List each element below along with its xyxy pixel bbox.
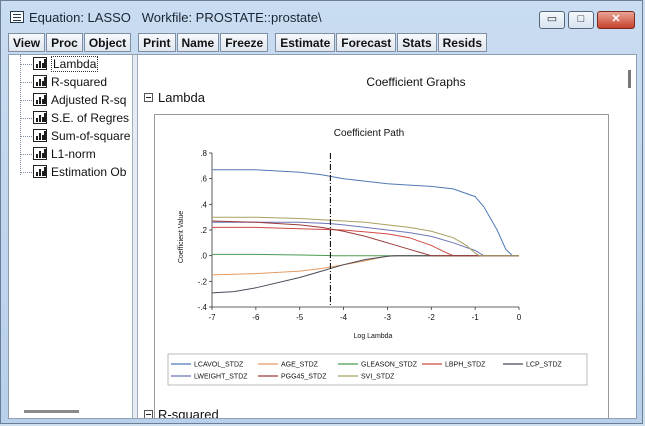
proc-button[interactable]: Proc	[46, 33, 83, 52]
minimize-button[interactable]: ▭	[539, 11, 565, 29]
toolbar-group-object: View Proc Object	[8, 33, 132, 53]
y-axis-label: Coefficient Value	[178, 211, 185, 263]
tree-item-label: Adjusted R-sq	[51, 93, 127, 107]
y-tick-label: .6	[200, 175, 207, 184]
graph-icon	[33, 111, 47, 124]
print-button[interactable]: Print	[138, 33, 176, 52]
plot-area: -7 -6 -5 -4 -3 -2 -1 0 .8 .6 .4 .2 .0 -.2 -.4	[198, 149, 522, 322]
series-line-lbph_stdz	[212, 226, 519, 257]
tree-item-label: Estimation Ob	[51, 165, 127, 179]
legend-label: LCAVOL_STDZ	[194, 362, 244, 369]
window-menu-icon[interactable]	[10, 11, 24, 23]
legend-label: PGG45_STDZ	[281, 374, 327, 381]
view-button[interactable]: View	[8, 33, 46, 52]
y-tick-label: .0	[200, 252, 207, 261]
x-tick-label: 0	[517, 313, 522, 322]
legend-label: LWEIGHT_STDZ	[194, 374, 248, 381]
view-heading: Coefficient Graphs	[366, 75, 466, 89]
y-tick-label: -.2	[198, 277, 208, 286]
series-line-lweight_stdz	[212, 221, 519, 257]
tree-item-label: S.E. of Regres	[51, 111, 130, 125]
y-tick-label: .8	[200, 149, 207, 158]
legend-box	[167, 353, 588, 386]
series-line-lcavol_stdz	[212, 169, 519, 257]
series-line-gleason_stdz	[212, 253, 519, 257]
pane-splitter[interactable]	[132, 55, 138, 418]
collapse-lambda-icon[interactable]	[144, 93, 153, 102]
content-area: Lambda R-squared Adjusted R-sq S.E. of R…	[8, 54, 637, 419]
y-tick-label: .4	[200, 200, 207, 209]
chart-svg: Coefficient Path Coefficient Value Log L…	[167, 128, 588, 386]
series-line-svi_stdz	[212, 216, 519, 257]
section-label-r-squared: R-squared	[158, 407, 219, 418]
legend-label: GLEASON_STDZ	[361, 362, 418, 369]
collapse-r-squared-icon[interactable]	[144, 410, 153, 418]
x-tick-label: -7	[208, 313, 216, 322]
name-button[interactable]: Name	[176, 33, 220, 52]
legend-label: SVI_STDZ	[361, 374, 395, 381]
legend: LCAVOL_STDZ AGE_STDZ GLEASON_STDZ LBPH_STDZ…	[171, 362, 563, 381]
close-button[interactable]: ✕	[597, 11, 635, 29]
chart-title: Coefficient Path	[334, 128, 404, 139]
stats-button[interactable]: Stats	[397, 33, 437, 52]
tree-item-label: L1-norm	[51, 147, 96, 161]
title-bar[interactable]: Equation: LASSO Workfile: PROSTATE::pros…	[1, 1, 642, 33]
legend-label: LBPH_STDZ	[445, 362, 486, 369]
tree-item-label: Lambda	[51, 56, 99, 72]
window-title: Equation: LASSO Workfile: PROSTATE::pros…	[29, 10, 322, 25]
series-line-lcp_stdz	[211, 255, 519, 294]
y-tick-label: -.4	[198, 303, 208, 312]
graph-icon	[33, 147, 47, 160]
series-line-age_stdz	[211, 255, 519, 276]
coefficient-path-chart: Coefficient Path Coefficient Value Log L…	[154, 114, 609, 418]
freeze-button[interactable]: Freeze	[220, 33, 269, 52]
tree-pane: Lambda R-squared Adjusted R-sq S.E. of R…	[9, 55, 132, 418]
x-tick-label: -6	[252, 313, 260, 322]
toolbar: View Proc Object Print Name Freeze Estim…	[8, 33, 494, 53]
resids-button[interactable]: Resids	[437, 33, 487, 52]
x-tick-label: -5	[296, 313, 304, 322]
graph-icon	[33, 129, 47, 142]
legend-label: AGE_STDZ	[281, 362, 319, 369]
tree-connector	[20, 55, 21, 175]
graph-icon	[33, 57, 47, 70]
x-tick-label: -3	[384, 313, 392, 322]
x-tick-label: -2	[428, 313, 436, 322]
tree-item-label: R-squared	[51, 75, 108, 89]
toolbar-group-output: Print Name Freeze	[138, 33, 269, 53]
graph-icon	[33, 75, 47, 88]
tree-item-label: Sum-of-square	[51, 129, 131, 143]
x-tick-label: -1	[472, 313, 480, 322]
tree-horizontal-scrollbar[interactable]	[24, 410, 79, 413]
forecast-button[interactable]: Forecast	[336, 33, 397, 52]
graph-icon	[33, 165, 47, 178]
series-line-pgg45_stdz	[211, 220, 519, 257]
maximize-button[interactable]: □	[568, 11, 594, 29]
y-tick-label: .2	[200, 226, 207, 235]
graph-pane: Coefficient Graphs Lambda Coefficient Pa…	[138, 55, 636, 418]
estimate-button[interactable]: Estimate	[275, 33, 336, 52]
section-label-lambda: Lambda	[158, 90, 205, 105]
x-axis-label: Log Lambda	[354, 333, 393, 340]
object-button[interactable]: Object	[83, 33, 132, 52]
graph-icon	[33, 93, 47, 106]
vertical-scrollbar[interactable]	[628, 70, 631, 88]
toolbar-group-equation: Estimate Forecast Stats Resids	[275, 33, 488, 53]
x-tick-label: -4	[340, 313, 348, 322]
legend-label: LCP_STDZ	[526, 362, 563, 369]
